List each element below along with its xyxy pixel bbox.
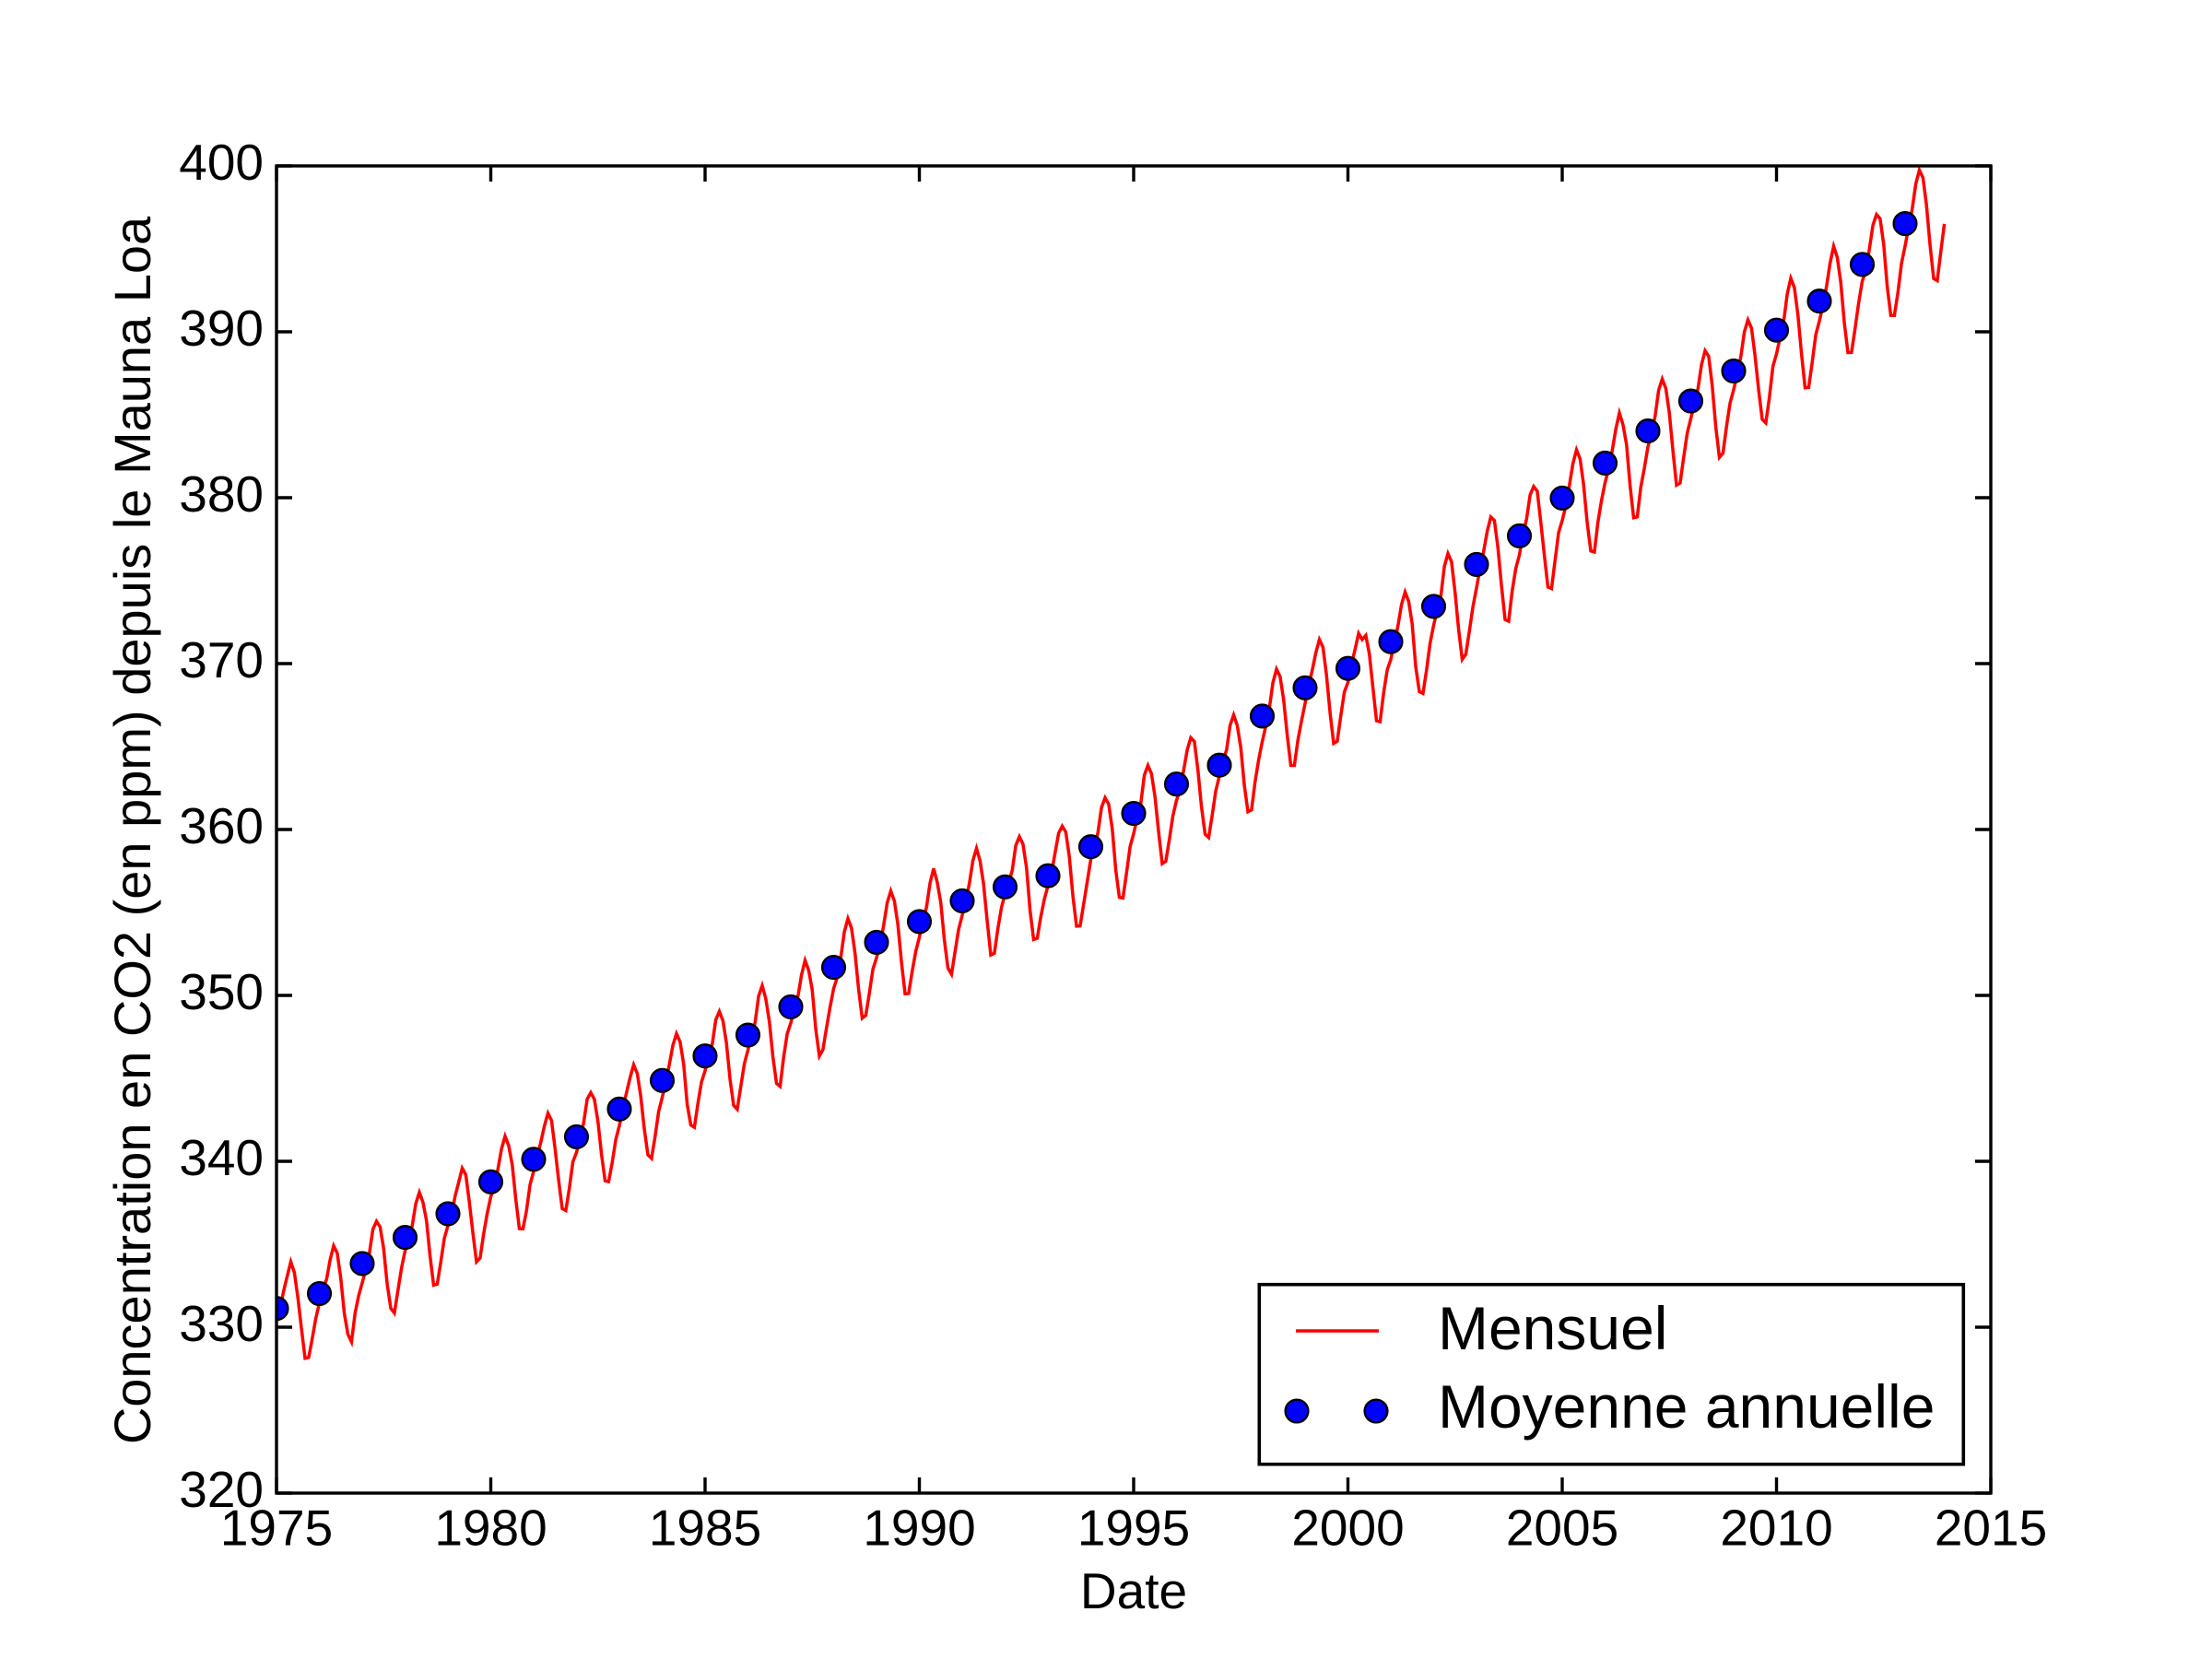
- svg-text:320: 320: [179, 1461, 264, 1518]
- svg-text:390: 390: [179, 300, 264, 357]
- svg-text:Moyenne annuelle: Moyenne annuelle: [1438, 1372, 1935, 1441]
- svg-text:2010: 2010: [1720, 1500, 1832, 1557]
- svg-text:Concentration en CO2 (en ppm): Concentration en CO2 (en ppm) depuis le …: [103, 216, 161, 1444]
- svg-text:1975: 1975: [220, 1500, 333, 1557]
- svg-text:330: 330: [179, 1295, 264, 1352]
- svg-text:2005: 2005: [1506, 1500, 1618, 1557]
- svg-text:1980: 1980: [434, 1500, 547, 1557]
- svg-text:400: 400: [179, 134, 264, 191]
- svg-text:1985: 1985: [649, 1500, 761, 1557]
- svg-text:350: 350: [179, 963, 264, 1020]
- svg-text:1990: 1990: [863, 1500, 975, 1557]
- svg-text:1995: 1995: [1077, 1500, 1190, 1557]
- svg-text:Date: Date: [1080, 1562, 1187, 1619]
- svg-text:370: 370: [179, 631, 264, 688]
- svg-text:380: 380: [179, 465, 264, 523]
- svg-text:2000: 2000: [1291, 1500, 1404, 1557]
- svg-text:2015: 2015: [1935, 1500, 2047, 1557]
- svg-text:360: 360: [179, 797, 264, 854]
- svg-text:Mensuel: Mensuel: [1438, 1294, 1667, 1362]
- svg-text:340: 340: [179, 1129, 264, 1186]
